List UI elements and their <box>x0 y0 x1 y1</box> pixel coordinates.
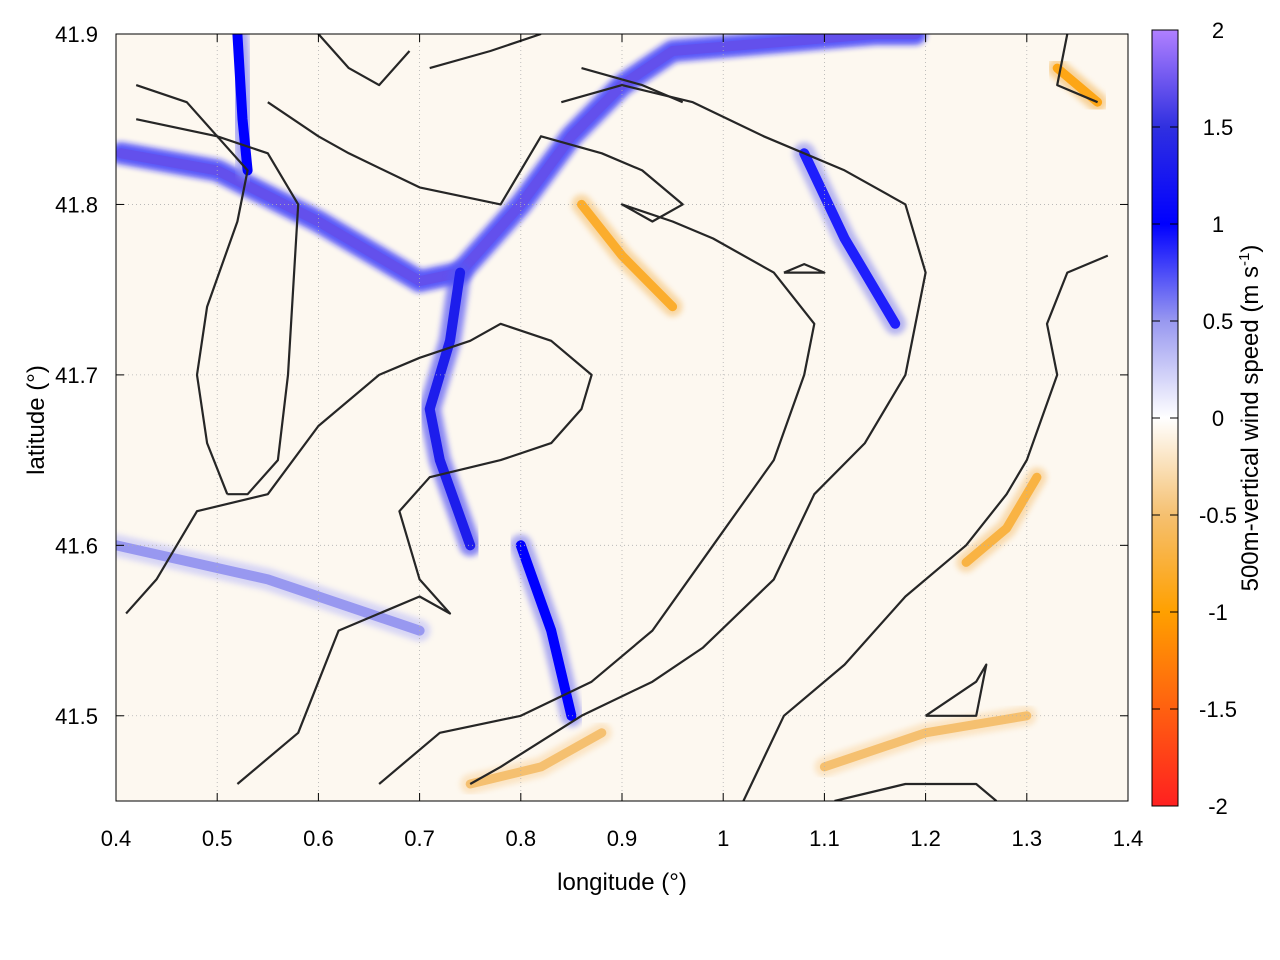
contour-line <box>317 34 411 87</box>
x-tick-label: 1 <box>717 826 729 851</box>
x-tick-label: 1.1 <box>809 826 840 851</box>
updraft-band-ne-ridge <box>799 148 901 329</box>
contour-line <box>135 118 300 496</box>
colorbar-tick-label: 0 <box>1212 406 1224 431</box>
colorbar-tick-label: 0.5 <box>1203 309 1234 334</box>
contour-line <box>135 84 249 495</box>
colorbar-tick-label: -2 <box>1208 794 1228 819</box>
x-tick-label: 0.7 <box>404 826 435 851</box>
contour-line <box>834 782 998 801</box>
y-tick-label: 41.5 <box>55 704 98 729</box>
colorbar-label-sup: -1 <box>1236 253 1253 266</box>
x-tick-label: 1.4 <box>1113 826 1144 851</box>
updraft-band-valley-line <box>515 540 577 721</box>
x-tick-label: 1.2 <box>910 826 941 851</box>
colorbar-tick-label: -1.5 <box>1199 697 1237 722</box>
contour-line <box>469 84 927 785</box>
updraft-band-south-branch <box>424 267 476 551</box>
downdraft-band-south-west <box>465 728 607 789</box>
contour-line <box>783 263 826 274</box>
x-axis-label: longitude (°) <box>557 869 687 896</box>
colorbar-label: 500m-vertical wind speed (m s-1) <box>1236 245 1264 592</box>
x-tick-label: 0.9 <box>607 826 638 851</box>
contour-line <box>1056 34 1099 104</box>
y-tick-label: 41.7 <box>55 363 98 388</box>
colorbar-tick-label: 1 <box>1212 212 1224 237</box>
x-tick-labels: 0.4 0.5 0.6 0.7 0.8 0.9 1 1.1 1.2 1.3 1.4 <box>101 826 1144 851</box>
downdraft-band-ne-corner <box>1052 63 1103 107</box>
y-tick-label: 41.9 <box>55 22 98 47</box>
contour-line <box>742 254 1109 801</box>
x-tick-label: 0.6 <box>303 826 334 851</box>
colorbar-tick-label: -0.5 <box>1199 503 1237 528</box>
contour-line <box>125 322 593 785</box>
contour-line <box>267 101 816 785</box>
colorbar-tick-label: 1.5 <box>1203 115 1234 140</box>
terrain-contours <box>125 34 1109 801</box>
x-tick-label: 0.4 <box>101 826 132 851</box>
colorbar-tick-label: 2 <box>1212 18 1224 43</box>
contour-line <box>581 67 684 104</box>
updraft-band-main <box>116 34 921 287</box>
y-tick-label: 41.8 <box>55 192 98 217</box>
colorbar-tick-label: -1 <box>1208 600 1228 625</box>
colorbar-label-main: 500m-vertical wind speed (m s <box>1237 266 1264 591</box>
plot-area <box>116 34 1128 801</box>
y-axis-label: latitude (°) <box>23 365 50 475</box>
y-tick-label: 41.6 <box>55 533 98 558</box>
x-tick-label: 1.3 <box>1012 826 1043 851</box>
axis-ticks <box>115 33 1129 801</box>
x-tick-label: 0.8 <box>506 826 537 851</box>
colorbar-label-end: ) <box>1237 245 1264 253</box>
x-tick-label: 0.5 <box>202 826 233 851</box>
contour-line <box>924 663 988 717</box>
colorbar-ticks: 2 1.5 1 0.5 0 -0.5 -1 -1.5 -2 <box>1152 18 1237 819</box>
y-tick-labels: 41.5 41.6 41.7 41.8 41.9 <box>55 22 98 729</box>
contour-line <box>429 34 542 70</box>
heatmap-field <box>116 34 1108 794</box>
downdraft-band-north-lee <box>577 199 678 312</box>
updraft-band-sw-belt <box>116 540 425 636</box>
updraft-band-west-ridge <box>232 34 253 176</box>
downdraft-band-south-east <box>819 711 1032 772</box>
